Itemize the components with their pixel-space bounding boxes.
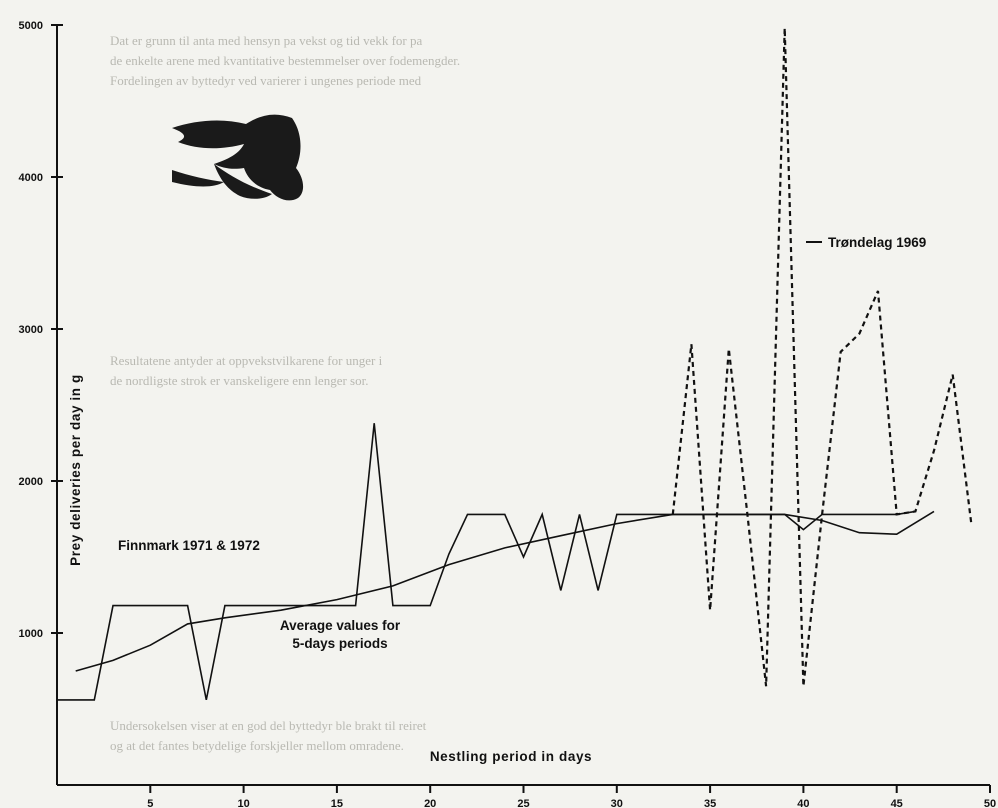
background-text-line: de nordligste strok er vanskeligere enn …	[110, 373, 368, 388]
series-line-0	[57, 423, 916, 701]
series-line-2	[75, 510, 935, 672]
y-tick-label: 4000	[19, 172, 43, 184]
average-label-line1: Average values for	[280, 618, 401, 633]
x-axis-ticks: 5 10 15 20 25 30 35 40 45 50	[147, 785, 996, 808]
average-label-line2: 5-days periods	[292, 636, 387, 651]
x-tick-label: 25	[517, 798, 529, 808]
y-axis-ticks: 1000 2000 3000 4000 5000	[19, 20, 63, 640]
finnmark-label: Finnmark 1971 & 1972	[118, 538, 260, 553]
y-tick-label: 2000	[19, 476, 43, 488]
x-tick-label: 30	[611, 798, 623, 808]
x-axis-title: Nestling period in days	[430, 749, 592, 764]
background-text-line: og at det fantes betydelige forskjeller …	[110, 738, 404, 753]
bird-silhouette-icon	[172, 114, 304, 201]
background-text-line: Resultatene antyder at oppvekstvilkarene…	[110, 353, 383, 368]
x-tick-label: 50	[984, 798, 996, 808]
x-tick-label: 40	[797, 798, 809, 808]
y-tick-label: 5000	[19, 20, 43, 32]
x-tick-label: 45	[891, 798, 903, 808]
series-line-1	[671, 27, 973, 687]
background-text-line: de enkelte arene med kvantitative bestem…	[110, 53, 460, 68]
y-tick-label: 1000	[19, 628, 43, 640]
x-tick-label: 15	[331, 798, 343, 808]
background-text-line: Fordelingen av byttedyr ved varierer i u…	[110, 73, 422, 88]
background-scan-text: Dat er grunn til anta med hensyn pa veks…	[110, 33, 460, 753]
background-text-line: Dat er grunn til anta med hensyn pa veks…	[110, 33, 423, 48]
background-text-line: Undersokelsen viser at en god del bytted…	[110, 718, 427, 733]
trondelag-label: Trøndelag 1969	[828, 235, 926, 250]
x-tick-label: 10	[237, 798, 249, 808]
series-layer	[57, 27, 973, 701]
x-tick-label: 20	[424, 798, 436, 808]
y-tick-label: 3000	[19, 324, 43, 336]
y-axis-title: Prey deliveries per day in g	[68, 374, 83, 566]
x-tick-label: 35	[704, 798, 716, 808]
x-tick-label: 5	[147, 798, 153, 808]
